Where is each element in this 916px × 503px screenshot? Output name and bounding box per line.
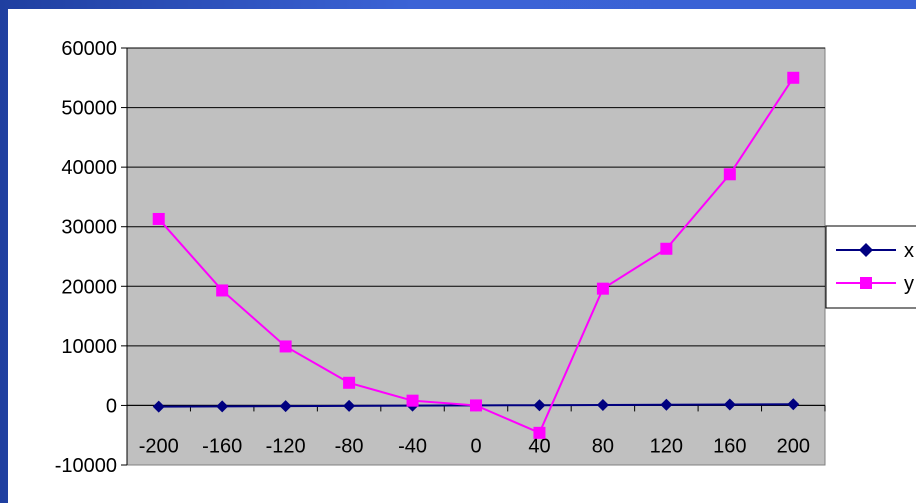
x-tick-label: 200 — [777, 435, 810, 457]
x-tick-label: -80 — [335, 435, 364, 457]
x-tick-label: -120 — [266, 435, 306, 457]
data-point-y — [787, 71, 800, 84]
line-chart: 60000 50000 40000 30000 20000 10000 0 -10000 -2… — [55, 38, 916, 477]
y-tick-label: 0 — [106, 395, 117, 417]
data-point-y — [152, 212, 165, 225]
legend-box — [825, 225, 916, 309]
y-tick-label: 10000 — [61, 336, 117, 358]
data-point-y — [343, 376, 356, 389]
x-tick-label: 120 — [650, 435, 683, 457]
data-point-x — [660, 398, 673, 411]
data-point-y — [533, 426, 546, 439]
legend-marker-x — [859, 243, 873, 257]
data-point-x — [343, 399, 356, 412]
data-point-y — [660, 242, 673, 255]
x-tick-label: -160 — [202, 435, 242, 457]
x-tick-label: -200 — [139, 435, 179, 457]
data-point-x — [787, 398, 800, 411]
series — [152, 71, 800, 439]
x-tick-label: 0 — [470, 435, 481, 457]
legend: x y — [825, 225, 916, 309]
x-tick-label: 80 — [592, 435, 614, 457]
x-tick-label: 40 — [528, 435, 550, 457]
y-tick-label: 50000 — [61, 98, 117, 120]
y-tick-label: 20000 — [61, 276, 117, 298]
data-point-y — [470, 399, 482, 412]
legend-label-y: y — [904, 273, 914, 295]
plot-area — [126, 47, 826, 466]
y-tick-label: 60000 — [61, 38, 117, 60]
x-tick-label: -40 — [398, 435, 427, 457]
data-point-x — [216, 400, 229, 413]
data-point-x — [596, 398, 609, 411]
legend-marker-y — [860, 277, 872, 289]
y-tick-label: 40000 — [61, 157, 117, 179]
data-point-x — [279, 400, 292, 413]
data-point-y — [596, 282, 609, 295]
data-point-y — [216, 284, 229, 297]
data-point-x — [533, 399, 546, 412]
data-point-x — [723, 398, 736, 411]
data-point-y — [406, 394, 419, 407]
y-tick-label: -10000 — [55, 455, 117, 477]
x-tick-label: 160 — [713, 435, 746, 457]
data-point-y — [279, 340, 292, 353]
x-axis-ticks: -200 -160 -120 -80 -40 0 40 80 120 160 200 — [126, 405, 826, 457]
data-point-y — [723, 168, 736, 181]
y-tick-label: 30000 — [61, 217, 117, 239]
legend-label-x: x — [904, 240, 914, 262]
chart-panel: 60000 50000 40000 30000 20000 10000 0 -10000 -2… — [8, 9, 916, 503]
y-axis-ticks: 60000 50000 40000 30000 20000 10000 0 -10000 — [55, 38, 127, 477]
data-point-x — [152, 400, 165, 413]
